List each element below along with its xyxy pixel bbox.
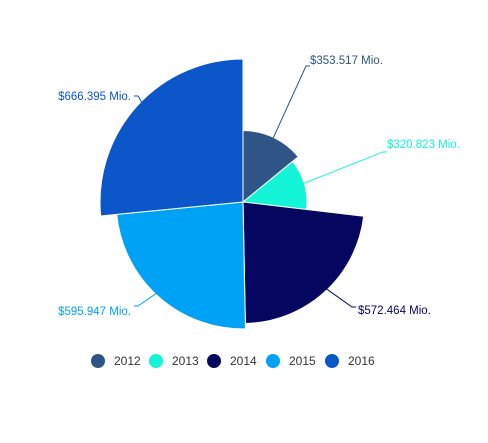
legend-label-2014: 2014 — [230, 354, 257, 368]
label-connectors — [134, 65, 387, 308]
data-label-2016: $666.395 Mio. — [58, 91, 131, 103]
legend-item-2016[interactable]: 2016 — [325, 354, 375, 368]
legend-marker-2015 — [266, 354, 280, 368]
pie-slice-2014[interactable] — [242, 201, 365, 325]
label-connector-2013 — [295, 151, 387, 188]
legend-label-2015: 2015 — [289, 354, 316, 368]
label-connector-2016 — [134, 95, 153, 120]
label-connector-2012 — [268, 65, 310, 147]
pie-slices — [99, 58, 365, 330]
pie-slice-2015[interactable] — [116, 201, 246, 330]
label-connector-2014 — [312, 279, 356, 308]
legend-label-2012: 2012 — [114, 354, 141, 368]
legend: 2012 2013 2014 2015 2016 — [91, 354, 375, 368]
data-label-2012: $353.517 Mio. — [310, 55, 383, 67]
legend-item-2015[interactable]: 2015 — [266, 354, 316, 368]
legend-item-2013[interactable]: 2013 — [149, 354, 199, 368]
data-labels: $353.517 Mio. $320.823 Mio. $572.464 Mio. $… — [58, 55, 460, 318]
data-label-2015: $595.947 Mio. — [58, 306, 131, 318]
legend-item-2014[interactable]: 2014 — [207, 354, 257, 368]
pie-slice-2016[interactable] — [99, 58, 244, 217]
data-label-2013: $320.823 Mio. — [387, 139, 460, 151]
legend-marker-2014 — [207, 354, 221, 368]
legend-marker-2016 — [325, 354, 339, 368]
legend-marker-2013 — [149, 354, 163, 368]
label-connector-2015 — [134, 283, 171, 307]
data-label-2014: $572.464 Mio. — [358, 305, 431, 317]
legend-label-2016: 2016 — [348, 354, 375, 368]
legend-item-2012[interactable]: 2012 — [91, 354, 141, 368]
legend-marker-2012 — [91, 354, 105, 368]
legend-label-2013: 2013 — [172, 354, 199, 368]
